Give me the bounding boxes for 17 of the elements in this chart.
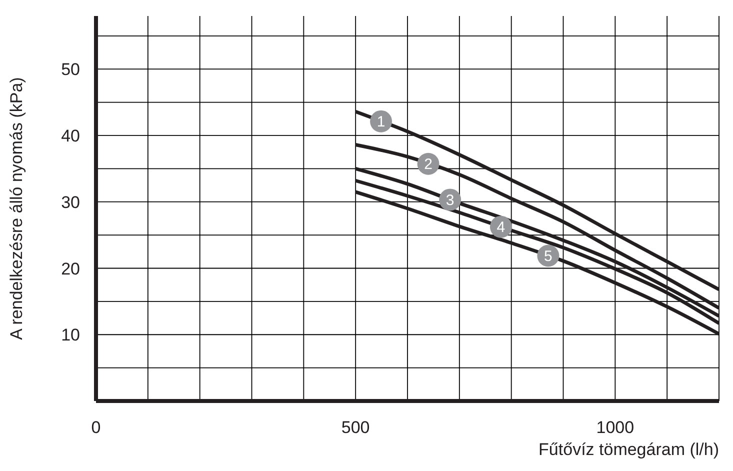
y-tick-label: 30	[61, 192, 80, 212]
x-tick-label: 500	[341, 418, 370, 438]
line-series	[354, 143, 719, 310]
series-label: 3	[446, 192, 454, 210]
series-label: 2	[424, 156, 432, 174]
y-tick-label: 50	[61, 60, 80, 80]
series-label: 4	[496, 219, 506, 236]
x-tick-label: 0	[91, 418, 101, 438]
series-label: 5	[544, 248, 552, 266]
series-label: 1	[376, 114, 386, 131]
y-tick-label: 10	[61, 326, 80, 345]
y-tick-label: 40	[61, 126, 80, 146]
x-axis-title: Fűtővíz tömegáram (l/h)	[538, 440, 719, 459]
y-tick-label: 20	[61, 259, 80, 278]
y-axis-title: A rendelkezésre álló nyomás (kPa)	[7, 77, 26, 340]
line-series	[354, 110, 719, 292]
x-tick-label: 1000	[596, 418, 634, 438]
